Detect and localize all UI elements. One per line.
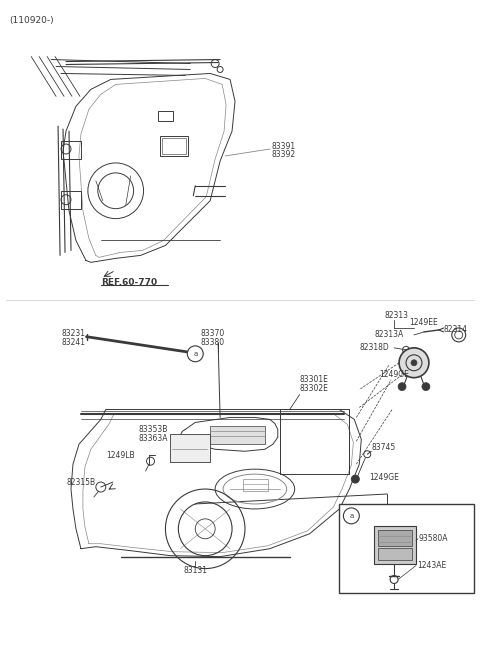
Bar <box>170 434 210 462</box>
Bar <box>61 141 81 159</box>
Text: REF.60-770: REF.60-770 <box>101 278 157 287</box>
Text: 93580A: 93580A <box>419 534 448 543</box>
Text: 1249GE: 1249GE <box>379 370 409 379</box>
Bar <box>162 138 186 154</box>
Text: 83380: 83380 <box>200 338 224 347</box>
Bar <box>280 410 349 474</box>
Bar <box>374 526 416 564</box>
Text: 82313: 82313 <box>384 311 408 320</box>
Circle shape <box>422 382 430 391</box>
Text: 83370: 83370 <box>200 329 225 338</box>
Text: 83241: 83241 <box>61 338 85 347</box>
Text: 1249GE: 1249GE <box>369 472 399 481</box>
Text: 83391: 83391 <box>272 142 296 151</box>
Text: 82318D: 82318D <box>360 344 389 353</box>
Text: 83131: 83131 <box>183 566 207 575</box>
Circle shape <box>351 475 360 483</box>
Bar <box>243 479 268 491</box>
Text: 82315B: 82315B <box>66 477 95 487</box>
Text: 1249LB: 1249LB <box>106 451 134 460</box>
Bar <box>61 191 81 209</box>
Text: 83231: 83231 <box>61 329 85 338</box>
Text: 83363A: 83363A <box>139 434 168 443</box>
Text: 1243AE: 1243AE <box>417 561 446 570</box>
Circle shape <box>343 508 360 524</box>
Bar <box>378 530 412 545</box>
Text: 1249EE: 1249EE <box>409 318 438 327</box>
Circle shape <box>399 348 429 378</box>
Text: 83745: 83745 <box>371 443 396 452</box>
Bar <box>378 548 412 560</box>
Text: 82314: 82314 <box>444 325 468 334</box>
Circle shape <box>187 346 203 362</box>
Bar <box>158 111 173 121</box>
Bar <box>210 426 265 444</box>
Bar <box>339 504 474 593</box>
Bar <box>160 136 188 156</box>
Text: (110920-): (110920-) <box>9 16 54 25</box>
Text: 82313A: 82313A <box>374 331 404 340</box>
Text: 83353B: 83353B <box>139 425 168 434</box>
Text: 83392: 83392 <box>272 151 296 159</box>
Circle shape <box>398 382 406 391</box>
Text: 83302E: 83302E <box>300 384 328 393</box>
Text: a: a <box>193 351 197 357</box>
Circle shape <box>411 360 417 366</box>
Text: 83301E: 83301E <box>300 375 328 384</box>
Text: a: a <box>349 513 353 519</box>
